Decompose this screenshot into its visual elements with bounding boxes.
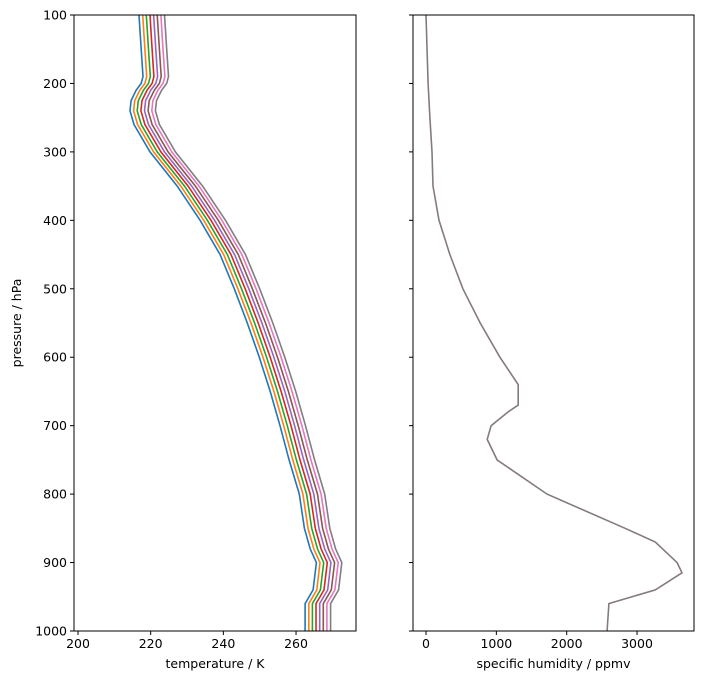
profile-line	[154, 14, 343, 631]
profile-line	[136, 14, 325, 631]
profile-line	[425, 14, 684, 632]
y-tick-label: 200	[43, 76, 67, 91]
y-tick-label: 300	[43, 144, 67, 159]
profile-line	[143, 14, 332, 631]
y-tick-label: 600	[43, 350, 67, 365]
y-tick-label: 1000	[35, 624, 67, 639]
profile-line	[140, 14, 329, 631]
x-tick-label: 3000	[621, 636, 653, 651]
profile-line	[132, 14, 321, 631]
x-axis-label: specific humidity / ppmv	[476, 656, 631, 671]
profile-line	[147, 14, 336, 631]
y-tick-label: 400	[43, 213, 67, 228]
x-tick-label: 260	[284, 636, 308, 651]
y-tick-label: 700	[43, 418, 67, 433]
x-axis-label: temperature / K	[166, 656, 266, 671]
x-tick-label: 240	[211, 636, 235, 651]
x-tick-label: 220	[139, 636, 163, 651]
x-tick-label: 2000	[551, 636, 583, 651]
y-axis-label: pressure / hPa	[9, 279, 24, 368]
x-tick-label: 0	[422, 636, 430, 651]
y-tick-label: 500	[43, 281, 67, 296]
axes-frame	[412, 14, 695, 632]
x-tick-label: 1000	[480, 636, 512, 651]
y-tick-label: 900	[43, 555, 67, 570]
y-tick-label: 100	[43, 8, 67, 23]
axes-frame	[73, 14, 357, 632]
x-tick-label: 200	[66, 636, 90, 651]
profile-line	[150, 14, 340, 631]
y-tick-label: 800	[43, 487, 67, 502]
profile-line	[129, 14, 318, 631]
